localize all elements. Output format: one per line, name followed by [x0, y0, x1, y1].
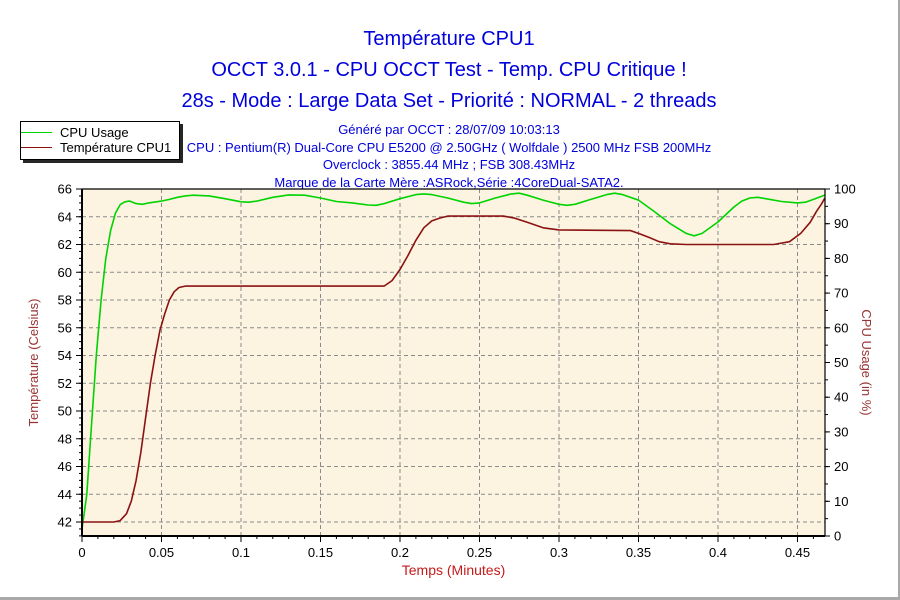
legend-label-temperature: Température CPU1: [60, 140, 172, 155]
legend-item-temperature: Température CPU1: [21, 140, 171, 155]
svg-text:20: 20: [834, 459, 848, 474]
temperature-line-swatch: [21, 147, 52, 148]
svg-text:46: 46: [58, 459, 72, 474]
left-axis-title: Température (Celsius): [26, 299, 41, 427]
svg-text:30: 30: [834, 424, 848, 439]
svg-text:0.1: 0.1: [232, 545, 250, 560]
svg-text:44: 44: [58, 487, 72, 502]
axis-ticks: [76, 188, 830, 542]
svg-text:0: 0: [834, 529, 841, 544]
svg-text:0.35: 0.35: [626, 545, 651, 560]
window-right-edge: [898, 0, 900, 600]
svg-text:42: 42: [58, 515, 72, 530]
legend: CPU Usage Température CPU1: [20, 121, 181, 160]
cpu-usage-line-swatch: [21, 132, 52, 133]
window-bottom-edge: [0, 597, 900, 600]
svg-text:0.25: 0.25: [467, 545, 492, 560]
svg-text:80: 80: [834, 251, 848, 266]
chart-subtitle-mode: 28s - Mode : Large Data Set - Priorité :…: [181, 90, 717, 112]
generated-timestamp: Généré par OCCT : 28/07/09 10:03:13: [338, 122, 560, 137]
plot-area: [82, 189, 825, 536]
chart-subtitle-test: OCCT 3.0.1 - CPU OCCT Test - Temp. CPU C…: [211, 59, 687, 81]
axis-tick-labels: 0 0.05 0.1 0.15 0.2 0.25 0.3 0.35 0.4 0.45 42 44 46 4…: [58, 182, 856, 561]
svg-text:54: 54: [58, 348, 72, 363]
svg-text:0.05: 0.05: [149, 545, 174, 560]
series-temp-rature-cpu1: [81, 197, 826, 523]
svg-text:0.2: 0.2: [391, 545, 409, 560]
svg-text:70: 70: [834, 286, 848, 301]
system-info-block: Généré par OCCT : 28/07/09 10:03:13 CPU …: [0, 121, 898, 191]
overclock-info: Overclock : 3855.44 MHz ; FSB 308.43MHz: [322, 157, 576, 172]
svg-text:62: 62: [58, 237, 72, 252]
svg-text:60: 60: [58, 265, 72, 280]
svg-text:58: 58: [58, 293, 72, 308]
svg-text:90: 90: [834, 216, 848, 231]
right-axis-title: CPU Usage (in %): [859, 309, 874, 415]
series-cpu-usage: [81, 192, 826, 530]
motherboard-info: Marque de la Carte Mère :ASRock,Série :4…: [274, 174, 624, 190]
svg-text:52: 52: [58, 376, 72, 391]
chart-title: Température CPU1: [363, 28, 535, 50]
chart-title-block: Température CPU1 OCCT 3.0.1 - CPU OCCT T…: [0, 24, 898, 117]
svg-text:0.15: 0.15: [308, 545, 333, 560]
svg-text:40: 40: [834, 390, 848, 405]
svg-text:66: 66: [58, 182, 72, 197]
svg-text:0.4: 0.4: [709, 545, 727, 560]
svg-text:60: 60: [834, 320, 848, 335]
svg-text:50: 50: [58, 404, 72, 419]
svg-text:56: 56: [58, 320, 72, 335]
svg-text:10: 10: [834, 494, 848, 509]
svg-text:100: 100: [834, 182, 856, 197]
legend-label-cpu-usage: CPU Usage: [60, 125, 129, 140]
x-axis-title: Temps (Minutes): [402, 562, 505, 578]
svg-text:0: 0: [78, 545, 85, 560]
svg-text:0.45: 0.45: [785, 545, 810, 560]
svg-text:50: 50: [834, 355, 848, 370]
svg-text:64: 64: [58, 209, 72, 224]
cpu-info: CPU : Pentium(R) Dual-Core CPU E5200 @ 2…: [186, 139, 712, 155]
svg-text:0.3: 0.3: [550, 545, 568, 560]
legend-item-cpu-usage: CPU Usage: [21, 125, 171, 140]
series-lines: [81, 192, 826, 530]
temperature-usage-chart: 0 0.05 0.1 0.15 0.2 0.25 0.3 0.35 0.4 0.45 42 44 46 4…: [26, 182, 874, 579]
svg-text:48: 48: [58, 431, 72, 446]
